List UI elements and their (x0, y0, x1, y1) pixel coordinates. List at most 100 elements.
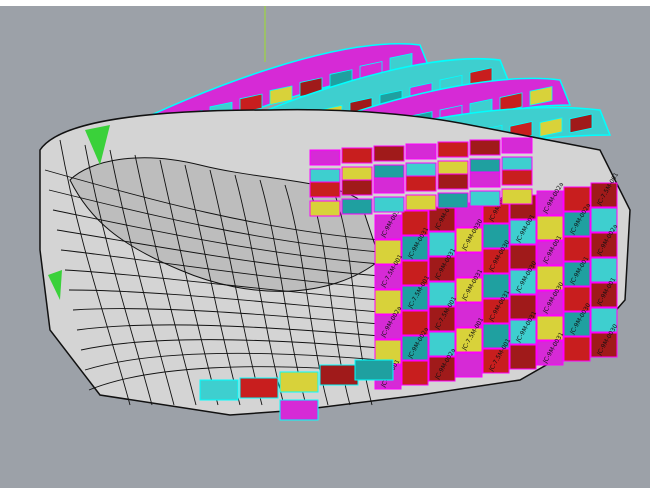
panel (563, 286, 591, 312)
panel (374, 289, 402, 315)
panel (437, 192, 469, 209)
panel (590, 307, 618, 333)
panel (590, 282, 618, 308)
grid-line (84, 144, 153, 406)
panel (501, 137, 533, 154)
panel (563, 211, 591, 237)
panel (239, 377, 279, 399)
grid-line (52, 209, 381, 265)
panel (590, 257, 618, 283)
panel (428, 306, 456, 332)
panel (428, 231, 456, 257)
panel (509, 344, 537, 370)
panel (401, 235, 429, 261)
panel (374, 239, 402, 265)
panel (501, 169, 533, 186)
panel (536, 265, 564, 291)
grid-line (64, 269, 381, 301)
panel (563, 186, 591, 212)
panel (536, 340, 564, 366)
panel (455, 227, 483, 253)
grid-line (234, 174, 285, 406)
panel (455, 252, 483, 278)
panel (509, 319, 537, 345)
panel (279, 371, 319, 393)
panel (373, 145, 405, 162)
panel (341, 198, 373, 215)
panel (405, 194, 437, 211)
panel (401, 285, 429, 311)
panel (405, 143, 437, 160)
panel (509, 219, 537, 245)
panel (428, 331, 456, 357)
panel (469, 190, 501, 207)
panel (482, 348, 510, 374)
panel (341, 147, 373, 164)
panel (373, 196, 405, 213)
panel (469, 139, 501, 156)
panel (279, 399, 319, 421)
panel (401, 360, 429, 386)
panel (373, 177, 405, 194)
green-edge-left (85, 125, 110, 165)
panel (469, 171, 501, 188)
panel (374, 264, 402, 290)
rib-panel (529, 86, 553, 106)
panel (590, 232, 618, 258)
rib-panel (269, 85, 293, 106)
panel (199, 379, 239, 401)
panel (455, 352, 483, 378)
3d-viewport[interactable]: JC-9M-0031 JC-9M-0030 JC-9M-001 JC-9M-002a J… (0, 6, 650, 488)
panel (428, 256, 456, 282)
grid-line (44, 169, 381, 241)
panel (563, 336, 591, 362)
panel (455, 302, 483, 328)
panel (401, 260, 429, 286)
panel (590, 332, 618, 358)
green-edge-left-low (48, 270, 62, 300)
grid-line (134, 154, 197, 406)
panel (428, 206, 456, 232)
panel (536, 215, 564, 241)
panel (428, 356, 456, 382)
panel (437, 173, 469, 190)
panel (536, 290, 564, 316)
panel (482, 273, 510, 299)
model-render: JC-9M-0031 JC-9M-0030 JC-9M-001 JC-9M-002a J… (39, 6, 631, 421)
panel (319, 364, 359, 386)
panel (482, 298, 510, 324)
panel (590, 207, 618, 233)
panel (309, 200, 341, 217)
panel (509, 269, 537, 295)
panel (563, 236, 591, 262)
panel (309, 181, 341, 198)
panel (509, 294, 537, 320)
rib-panel (569, 113, 593, 134)
panel (401, 310, 429, 336)
panel (428, 281, 456, 307)
grid-line (209, 169, 263, 406)
panel (509, 244, 537, 270)
panel (374, 314, 402, 340)
grid-line (68, 289, 381, 313)
panel (374, 214, 402, 240)
panel (341, 179, 373, 196)
panel (482, 248, 510, 274)
grid-line (109, 149, 175, 406)
panel (401, 335, 429, 361)
rib-panel (539, 117, 563, 137)
panel (354, 359, 394, 381)
grid-line (84, 353, 381, 371)
panel-patches: JC-9M-0031 JC-9M-0030 JC-9M-001 JC-9M-002a J… (199, 137, 620, 421)
grid-line (184, 164, 241, 406)
panel (482, 323, 510, 349)
panel (482, 223, 510, 249)
panel (437, 141, 469, 158)
grid-line (159, 159, 219, 406)
panel (309, 149, 341, 166)
panel (405, 175, 437, 192)
panel (501, 188, 533, 205)
panel (563, 311, 591, 337)
panel (455, 327, 483, 353)
panel (455, 277, 483, 303)
